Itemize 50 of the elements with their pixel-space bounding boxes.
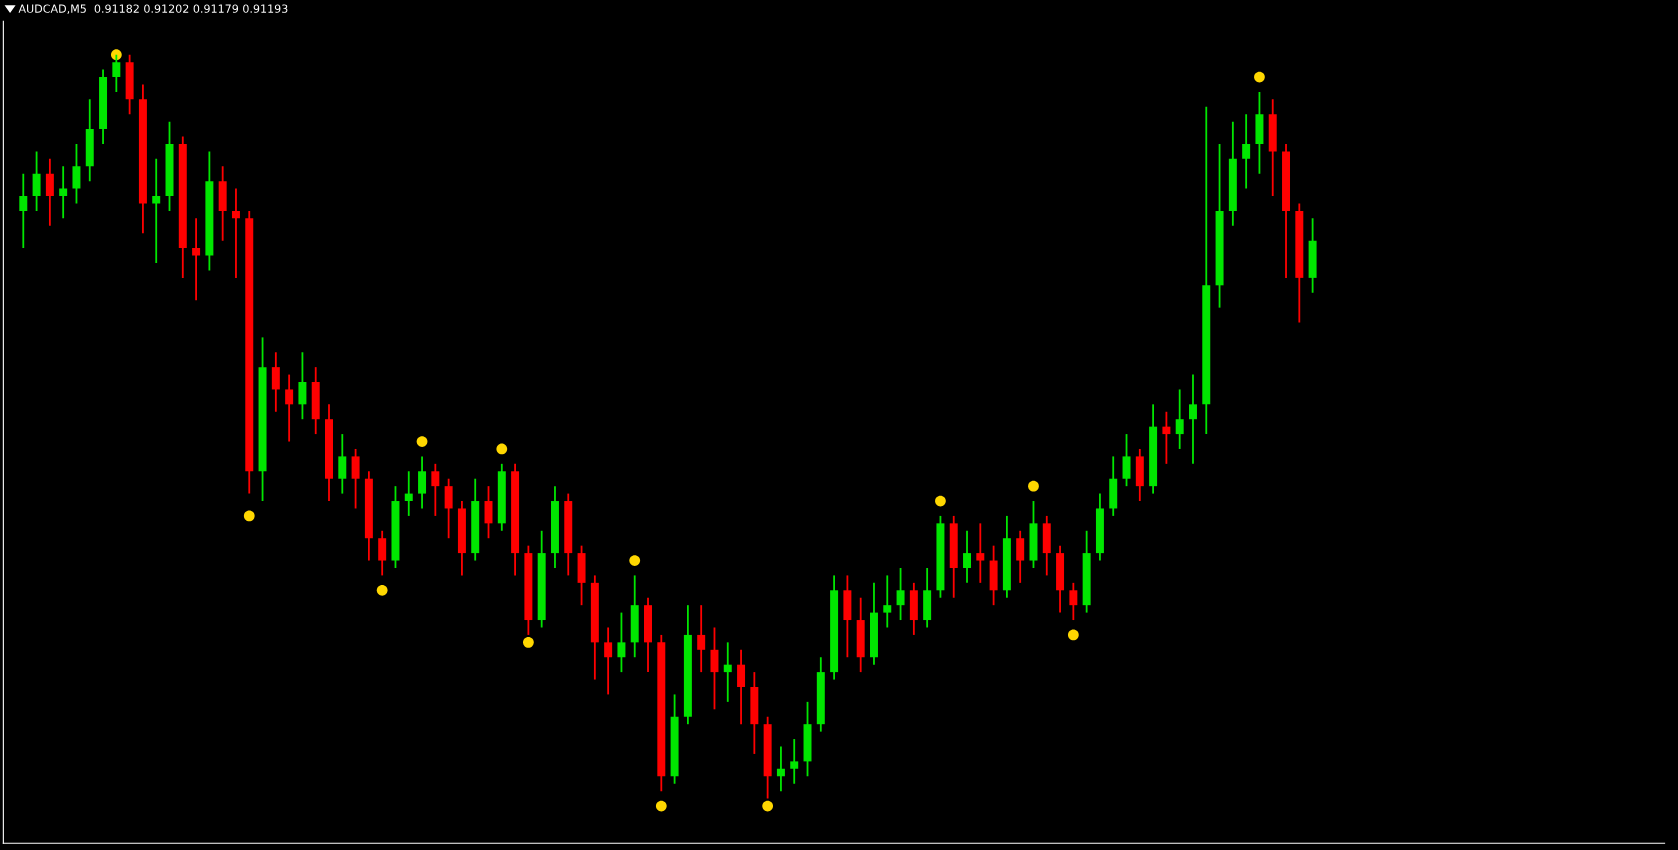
candlestick <box>883 574 892 629</box>
candlestick <box>45 157 54 227</box>
candlestick <box>19 172 28 250</box>
candlestick <box>1162 410 1171 465</box>
candlestick <box>1069 581 1078 621</box>
point <box>1028 480 1039 492</box>
point <box>762 800 774 812</box>
point <box>496 443 508 455</box>
candlestick <box>776 745 785 793</box>
candlestick <box>152 157 161 264</box>
candlestick <box>192 217 201 302</box>
candlestick <box>32 150 41 212</box>
candlestick <box>963 529 972 584</box>
candlestick <box>697 604 706 674</box>
candlestick <box>444 477 453 540</box>
point <box>629 555 641 566</box>
candlestick <box>604 626 613 696</box>
candlestick <box>1188 373 1197 465</box>
point <box>376 584 388 596</box>
point <box>523 636 534 648</box>
candlestick <box>351 448 360 510</box>
candlestick <box>710 626 719 711</box>
candlestick <box>59 165 68 220</box>
point <box>1067 629 1079 641</box>
candlestick <box>976 522 985 584</box>
point <box>243 510 255 522</box>
point <box>416 436 428 447</box>
candlestick <box>404 470 413 517</box>
candlestick <box>1122 433 1131 488</box>
candlestick <box>72 143 81 205</box>
point <box>1254 71 1265 83</box>
candlestick <box>271 351 280 413</box>
candlestick <box>378 529 387 577</box>
candlestick <box>737 648 746 726</box>
candlestick <box>1242 113 1251 190</box>
candlestick <box>617 611 626 674</box>
candlestick <box>431 462 440 517</box>
candlestick <box>896 567 905 621</box>
candlestick <box>231 187 240 279</box>
candlestick <box>418 455 427 510</box>
candlestick <box>1175 388 1184 450</box>
point <box>655 800 667 812</box>
candlestick <box>338 433 347 495</box>
candlestick <box>723 641 732 703</box>
candlestick <box>790 738 799 785</box>
point <box>935 495 946 507</box>
candlestick <box>298 351 307 421</box>
candlestick <box>1016 529 1025 584</box>
chart-title: AUDCAD,M5 0.91182 0.91202 0.91179 0.91193 <box>18 4 288 14</box>
candlestick <box>285 373 294 443</box>
